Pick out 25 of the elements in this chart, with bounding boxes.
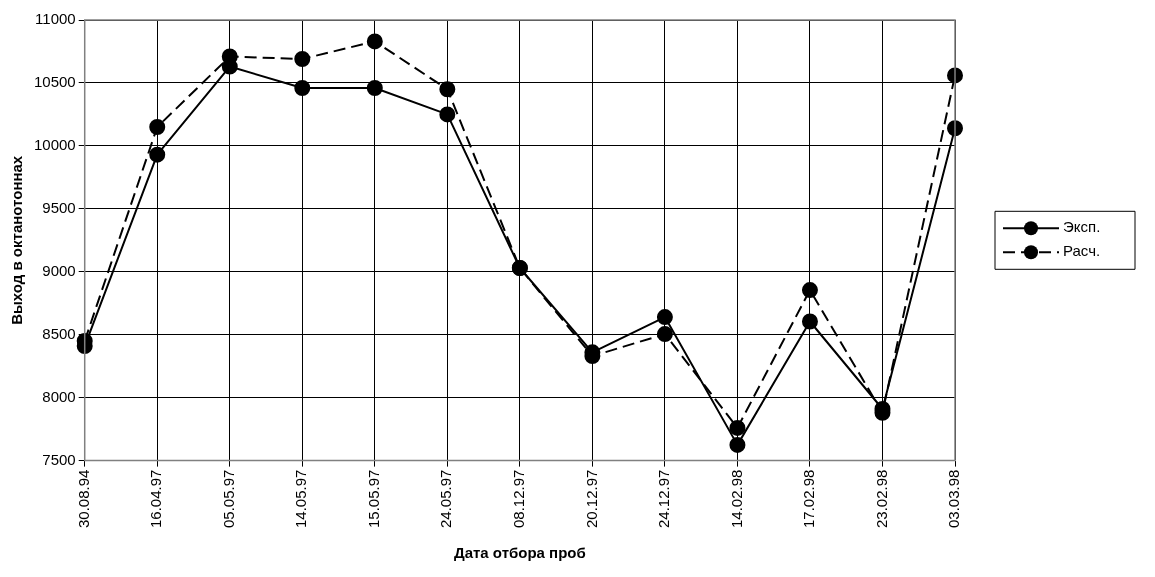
x-tick-label: 03.03.98 <box>945 469 963 528</box>
x-tick-label: 30.08.94 <box>74 469 92 528</box>
y-tick-label: 8000 <box>42 387 76 405</box>
y-axis-title: Выход в октанотоннах <box>8 155 26 325</box>
x-axis-title: Дата отбора проб <box>453 544 586 562</box>
x-tick-label: 14.05.97 <box>292 469 310 528</box>
y-tick-label: 11000 <box>35 10 76 28</box>
x-tick-label: 24.12.97 <box>655 469 673 528</box>
x-tick-label: 05.05.97 <box>219 469 237 528</box>
x-tick-label: 16.04.97 <box>147 469 165 528</box>
legend-label: Эксп. <box>1063 218 1101 236</box>
x-tick-label: 23.02.98 <box>872 469 890 528</box>
y-tick-label: 7500 <box>42 450 76 468</box>
x-tick-label: 17.02.98 <box>800 469 818 528</box>
x-tick-label: 14.02.98 <box>727 469 745 528</box>
y-tick-label: 8500 <box>42 324 76 342</box>
x-tick-label: 08.12.97 <box>510 469 527 528</box>
x-tick-label: 20.12.97 <box>582 469 600 528</box>
y-tick-label: 10000 <box>33 136 76 154</box>
legend-label: Расч. <box>1063 242 1101 260</box>
x-tick-label: 15.05.97 <box>364 469 382 528</box>
y-tick-label: 10500 <box>33 73 76 91</box>
y-tick-label: 9500 <box>42 198 76 216</box>
x-tick-label: 24.05.97 <box>437 469 455 528</box>
y-tick-label: 9000 <box>42 261 76 279</box>
